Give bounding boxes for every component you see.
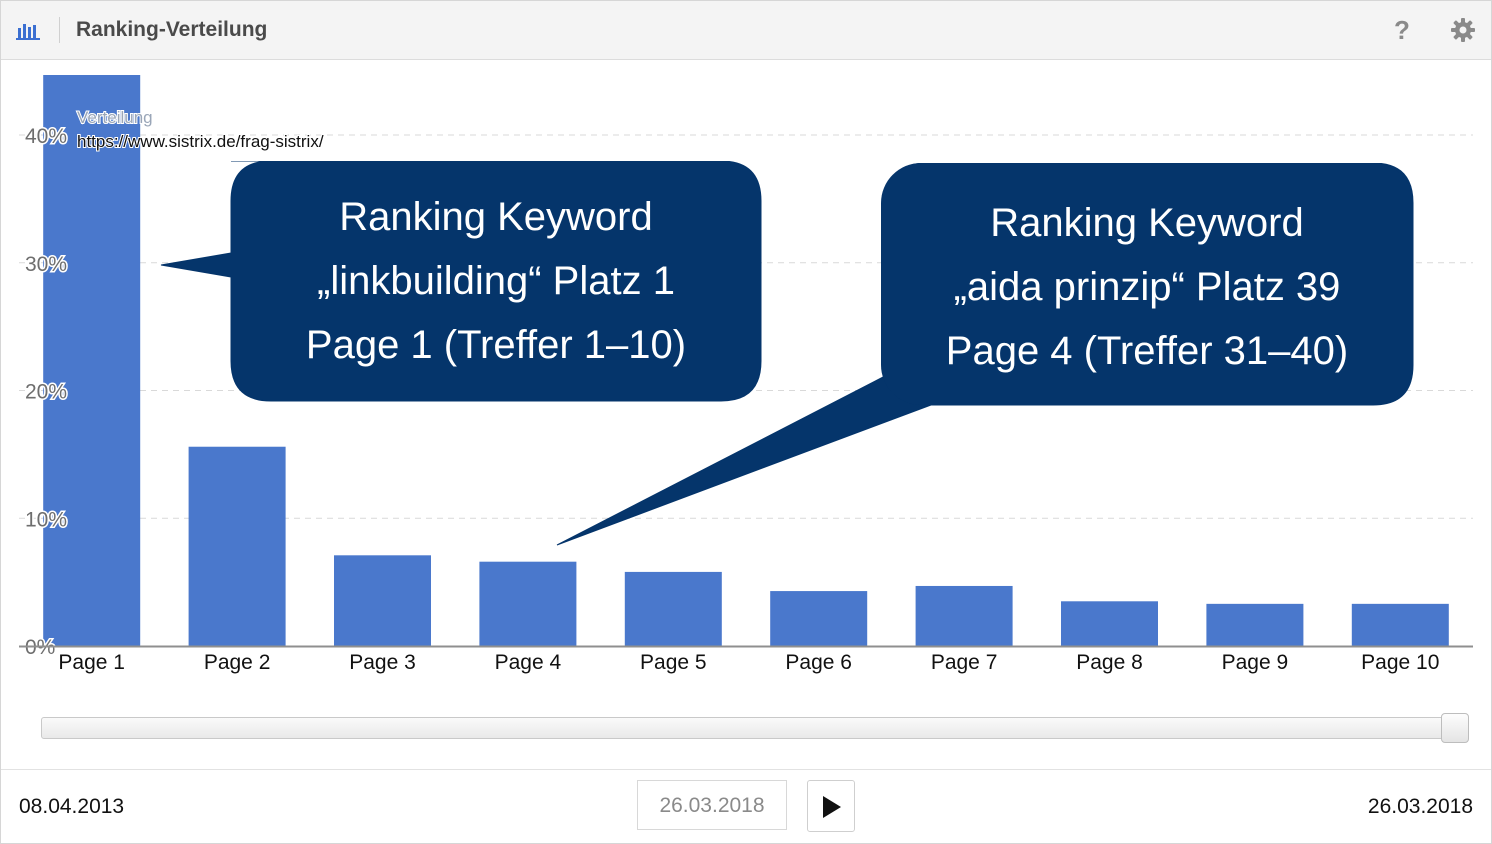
x-tick-label: Page 5 <box>640 651 707 674</box>
legend-series-name: Verteilung <box>77 108 153 127</box>
y-tick-label: 20% <box>25 381 67 404</box>
help-icon[interactable]: ? <box>1394 15 1410 45</box>
callout-aida-prinzip: Ranking Keyword „aida prinzip“ Platz 39 … <box>541 163 1421 553</box>
bar[interactable] <box>188 446 286 646</box>
bar[interactable] <box>770 591 868 646</box>
bar[interactable] <box>1061 601 1158 646</box>
callout-linkbuilding: Ranking Keyword „linkbuilding“ Platz 1 P… <box>151 161 771 406</box>
y-tick-label: 40% <box>25 125 67 148</box>
callout-text: Ranking Keyword „aida prinzip“ Platz 39 … <box>881 191 1413 383</box>
bar[interactable] <box>624 571 722 646</box>
timeline-slider-handle[interactable] <box>1441 713 1469 743</box>
play-button[interactable] <box>807 780 855 832</box>
gear-icon[interactable] <box>1450 17 1476 43</box>
x-tick-label: Page 1 <box>58 651 125 674</box>
callout-line: „linkbuilding“ Platz 1 <box>317 259 675 303</box>
ranking-chart: 0% 10% 20% 30% 40% Page 1 Page 2 Page 3 Page 4 Pa… <box>1 59 1491 689</box>
callout-text: Ranking Keyword „linkbuilding“ Platz 1 P… <box>231 185 761 377</box>
bar[interactable] <box>479 561 577 646</box>
x-tick-label: Page 10 <box>1361 651 1439 674</box>
callout-line: Ranking Keyword <box>990 201 1304 245</box>
x-tick-label: Page 9 <box>1222 651 1289 674</box>
timeline-start-date: 08.04.2013 <box>19 795 125 818</box>
x-tick-label: Page 8 <box>1076 651 1143 674</box>
x-tick-label: Page 3 <box>349 651 416 674</box>
callout-bubble <box>556 163 1414 546</box>
x-tick-label: Page 4 <box>495 651 562 674</box>
bar[interactable] <box>915 585 1013 646</box>
x-tick-label: Page 6 <box>785 651 852 674</box>
widget-header: Ranking-Verteilung ? <box>1 1 1491 60</box>
callout-line: Page 1 (Treffer 1–10) <box>305 323 687 367</box>
x-tick-label: Page 2 <box>204 651 271 674</box>
bar[interactable] <box>1351 603 1449 646</box>
y-tick-label: 30% <box>25 253 67 276</box>
callout-line: Ranking Keyword <box>339 195 653 239</box>
bar-chart-icon <box>16 24 40 40</box>
callout-line: Page 4 (Treffer 31–40) <box>945 329 1349 373</box>
callout-bubble <box>160 161 762 402</box>
bar[interactable] <box>1206 603 1304 646</box>
widget-title: Ranking-Verteilung <box>76 18 268 41</box>
legend-series-url: https://www.sistrix.de/frag-sistrix/ <box>77 132 324 151</box>
timeline-slider-track[interactable] <box>41 717 1469 739</box>
timeline-end-date: 26.03.2018 <box>1367 795 1473 818</box>
x-tick-label: Page 7 <box>931 651 998 674</box>
bar[interactable] <box>43 75 141 646</box>
footer-divider <box>1 769 1491 770</box>
bar[interactable] <box>334 555 431 646</box>
header-divider <box>59 17 60 43</box>
current-date-field[interactable]: 26.03.2018 <box>637 780 787 830</box>
play-icon <box>823 796 841 818</box>
callout-line: „aida prinzip“ Platz 39 <box>953 265 1341 309</box>
y-tick-label: 10% <box>25 508 67 531</box>
bar-chart: 0%10%20%30%40%Page 1 Page 2 Page 3 Page 4 Pa… <box>19 75 1473 674</box>
